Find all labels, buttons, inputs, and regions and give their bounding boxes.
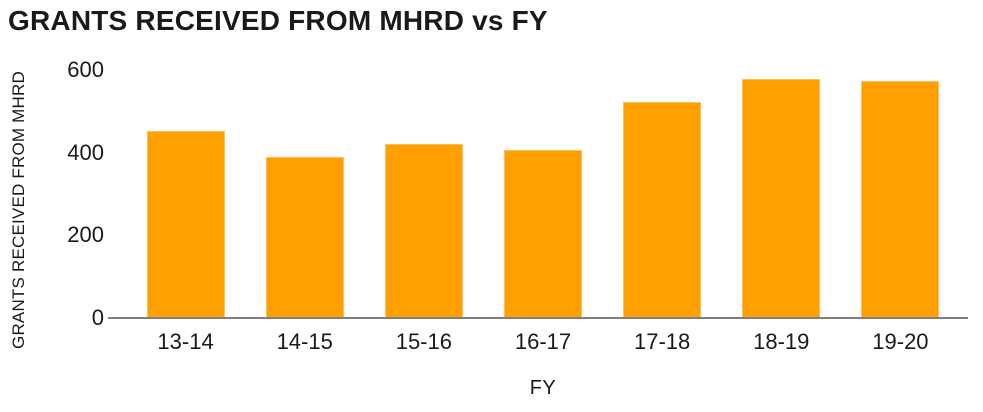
bar-column: 16-17: [483, 60, 602, 354]
bar-column: 17-18: [603, 60, 722, 354]
bar-15-16[interactable]: [384, 143, 463, 318]
y-tick-label: 0: [91, 305, 104, 330]
bar-column: 13-14: [126, 60, 245, 354]
y-tick-label: 400: [67, 139, 104, 165]
x-tick-label: 14-15: [276, 329, 333, 354]
bar-column: 15-16: [364, 60, 483, 354]
y-tick-label: 200: [67, 222, 104, 248]
bar-column: 19-20: [841, 60, 960, 354]
y-tick-label: 600: [67, 57, 104, 83]
x-tick-label: 19-20: [872, 329, 929, 354]
bar-13-14[interactable]: [146, 131, 225, 318]
plot-area: 13-14 14-15 15-16 16-17 17-18 18-19 19-20: [126, 60, 960, 354]
bar-14-15[interactable]: [265, 157, 344, 318]
chart-title: GRANTS RECEIVED FROM MHRD vs FY: [8, 5, 548, 36]
x-axis-line: [108, 317, 968, 319]
x-tick-label: 15-16: [395, 329, 452, 354]
bar-19-20[interactable]: [861, 80, 940, 318]
y-axis-tick-labels: 0 200 400 600: [0, 57, 104, 330]
x-tick-label: 13-14: [157, 329, 214, 354]
bar-column: 18-19: [722, 60, 841, 354]
bar-column: 14-15: [245, 60, 364, 354]
x-tick-label: 16-17: [514, 329, 572, 354]
bar-18-19[interactable]: [742, 79, 821, 318]
x-tick-label: 18-19: [753, 329, 810, 354]
x-tick-label: 17-18: [633, 329, 691, 354]
bar-17-18[interactable]: [623, 102, 702, 318]
x-axis-label: FY: [529, 377, 557, 399]
bar-16-17[interactable]: [503, 150, 582, 318]
